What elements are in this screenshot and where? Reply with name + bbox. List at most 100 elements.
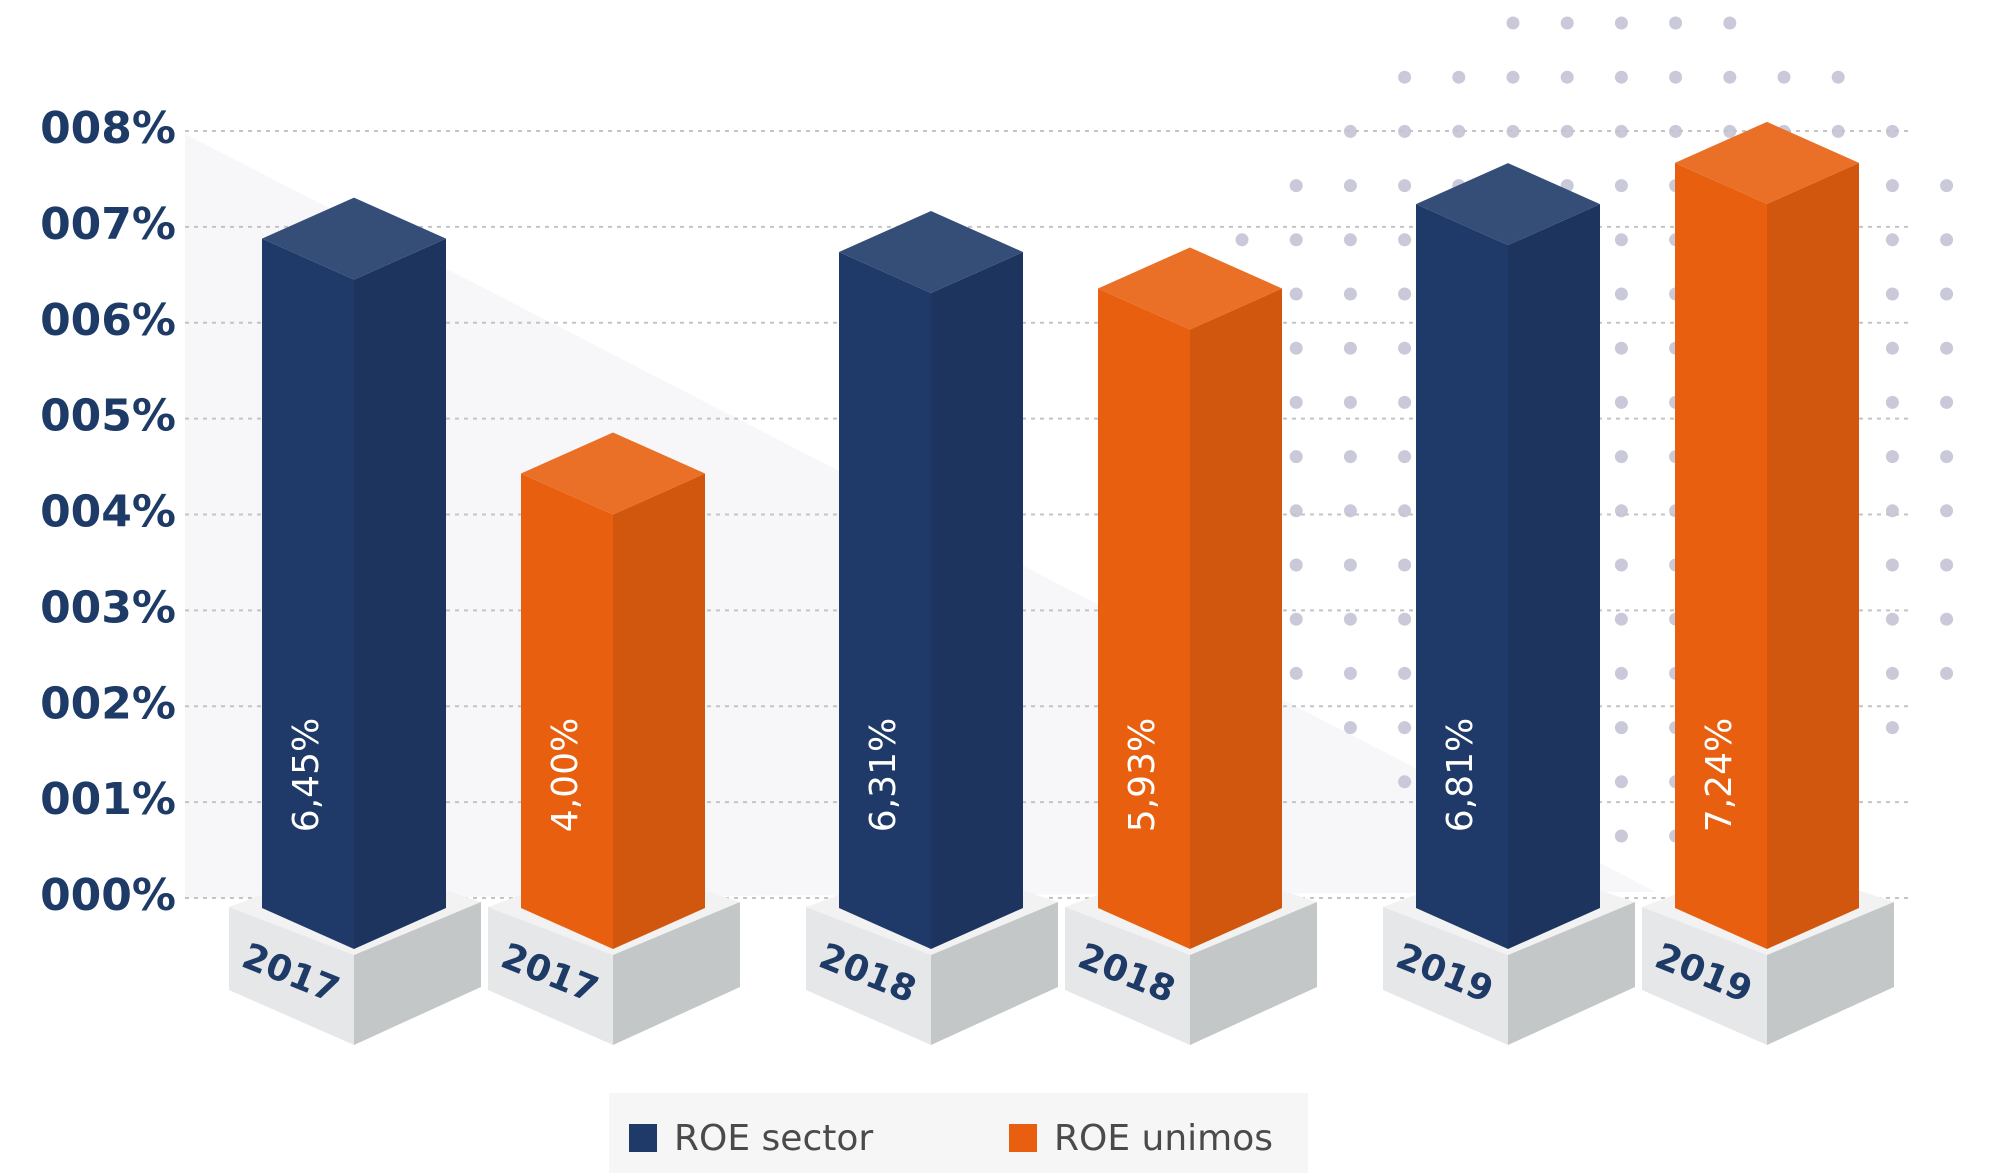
dot: [1885, 612, 1899, 626]
dot: [1940, 287, 1954, 301]
dot: [1940, 341, 1954, 355]
dot: [1289, 666, 1303, 680]
dot: [1343, 450, 1357, 464]
dot: [1614, 395, 1628, 409]
dot: [1940, 450, 1954, 464]
dot: [1398, 558, 1412, 572]
dot: [1614, 341, 1628, 355]
legend-swatch: [1009, 1124, 1037, 1152]
y-tick-label: 001%: [40, 774, 176, 825]
legend-swatch: [629, 1124, 657, 1152]
dot: [1885, 233, 1899, 247]
value-label: 6,45%: [286, 718, 327, 832]
dot: [1398, 395, 1412, 409]
bar-side: [931, 252, 1023, 949]
dot: [1614, 233, 1628, 247]
dot: [1343, 341, 1357, 355]
dot: [1669, 16, 1683, 30]
dot: [1885, 341, 1899, 355]
dot: [1614, 70, 1628, 84]
dot: [1398, 179, 1412, 193]
y-tick-label: 006%: [40, 295, 176, 346]
base-left: [1065, 907, 1190, 1045]
dot: [1506, 16, 1520, 30]
dot: [1885, 558, 1899, 572]
dot: [1723, 70, 1737, 84]
dot: [1343, 612, 1357, 626]
dot: [1885, 287, 1899, 301]
value-label: 6,81%: [1440, 718, 1481, 832]
bar-side: [1190, 288, 1282, 949]
dot: [1398, 70, 1412, 84]
dot: [1885, 179, 1899, 193]
dot: [1452, 70, 1466, 84]
dot: [1343, 666, 1357, 680]
y-tick-label: 000%: [40, 870, 176, 921]
dot: [1940, 666, 1954, 680]
bar: [1098, 288, 1190, 949]
dot: [1398, 124, 1412, 138]
y-tick-label: 008%: [40, 103, 176, 154]
dot: [1614, 666, 1628, 680]
value-label: 4,00%: [545, 718, 586, 832]
dot: [1398, 450, 1412, 464]
base-right: [354, 902, 481, 1045]
dot: [1343, 558, 1357, 572]
dot: [1289, 558, 1303, 572]
dot: [1289, 179, 1303, 193]
dot: [1831, 124, 1845, 138]
dot: [1614, 721, 1628, 735]
dot: [1669, 70, 1683, 84]
dot: [1343, 124, 1357, 138]
dot: [1560, 16, 1574, 30]
dot: [1289, 395, 1303, 409]
bar-side: [354, 238, 446, 949]
dot: [1885, 124, 1899, 138]
bar: [521, 473, 613, 949]
base-right: [1767, 902, 1894, 1045]
bar-side: [613, 473, 705, 949]
dot: [1343, 395, 1357, 409]
legend-label: ROE unimos: [1054, 1118, 1273, 1159]
base-right: [1508, 902, 1635, 1045]
dot: [1614, 558, 1628, 572]
dot: [1289, 612, 1303, 626]
dot: [1289, 504, 1303, 518]
bar-side: [1508, 204, 1600, 949]
dot: [1614, 287, 1628, 301]
dot: [1777, 70, 1791, 84]
dot: [1940, 504, 1954, 518]
y-tick-label: 007%: [40, 199, 176, 250]
dot: [1343, 721, 1357, 735]
dot: [1940, 558, 1954, 572]
base-right: [931, 902, 1058, 1045]
dot: [1614, 16, 1628, 30]
dot: [1398, 612, 1412, 626]
y-tick-label: 004%: [40, 487, 176, 538]
y-tick-label: 005%: [40, 391, 176, 442]
value-label: 5,93%: [1122, 718, 1163, 832]
dot: [1398, 341, 1412, 355]
dot: [1452, 124, 1466, 138]
dot: [1506, 124, 1520, 138]
dot: [1885, 721, 1899, 735]
base-left: [1383, 907, 1508, 1045]
dot: [1940, 612, 1954, 626]
dot: [1614, 775, 1628, 789]
dot: [1560, 70, 1574, 84]
dot: [1885, 450, 1899, 464]
dot: [1289, 287, 1303, 301]
bar-side: [1767, 162, 1859, 950]
bar-top: [1416, 163, 1600, 246]
dot: [1398, 775, 1412, 789]
dot: [1343, 179, 1357, 193]
dot: [1614, 612, 1628, 626]
dot: [1669, 124, 1683, 138]
bar: [1416, 204, 1508, 949]
base-left: [806, 907, 931, 1045]
dot: [1289, 450, 1303, 464]
y-tick-label: 002%: [40, 678, 176, 729]
legend-box: [609, 1093, 1308, 1173]
dot: [1614, 829, 1628, 843]
